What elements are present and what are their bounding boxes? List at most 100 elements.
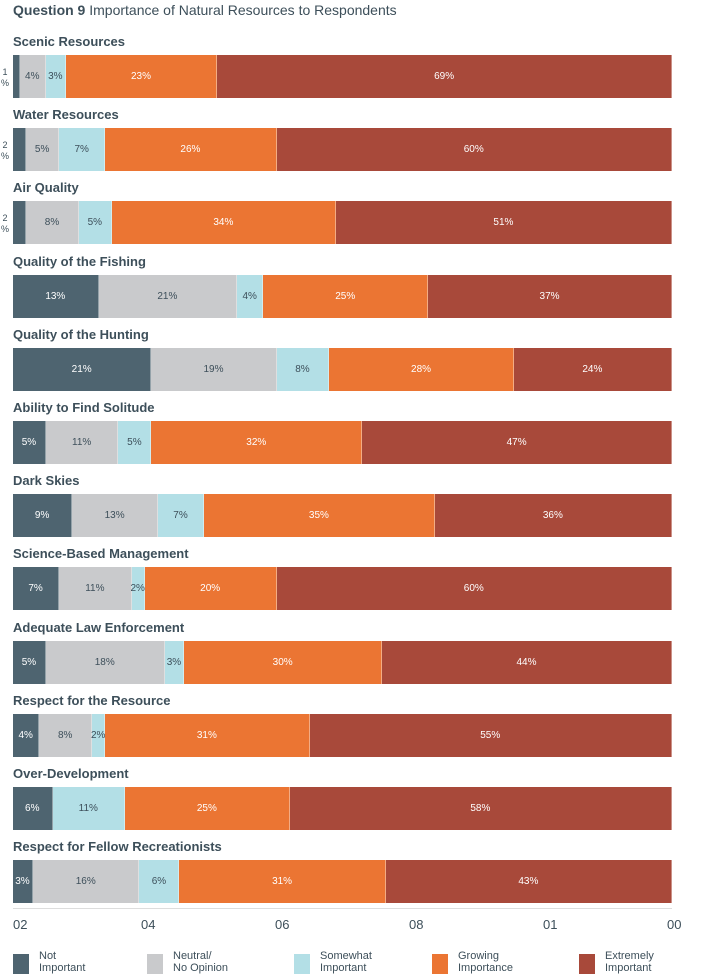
bar-segment: 60% — [276, 128, 672, 172]
category-label: Respect for Fellow Recreationists — [13, 839, 222, 855]
bar-row: 6% 11% 25% 58% — [13, 787, 672, 830]
bar-segment: 30% — [184, 640, 382, 684]
bar-segment: 8% — [39, 713, 93, 757]
bar-row: 8% 5% 34% 51% — [13, 201, 672, 245]
bar-segment: 7% — [13, 567, 60, 611]
bar-segment: 19% — [151, 347, 277, 391]
bar-segment: 7% — [157, 494, 205, 538]
category-label: Science-Based Management — [13, 546, 189, 562]
data-label: 2% — [0, 140, 9, 162]
legend-swatch — [147, 954, 163, 974]
bar-segment: 32% — [151, 421, 363, 464]
bar-segment: 5% — [118, 421, 152, 464]
bar-segment — [13, 201, 27, 245]
legend-item: Extremely Important — [579, 950, 654, 974]
x-tick-label: 02 — [13, 917, 28, 932]
legend-swatch — [432, 954, 448, 974]
bar-segment: 4% — [237, 274, 264, 318]
category-label: Respect for the Resource — [13, 692, 171, 708]
bar-segment: 11% — [59, 567, 132, 611]
bar-segment: 6% — [13, 787, 53, 830]
legend-item: Not Important — [13, 950, 85, 974]
bar-segment: 9% — [13, 494, 73, 538]
chart-title: Question 9 Importance of Natural Resourc… — [13, 2, 397, 18]
x-tick-label: 00 — [667, 917, 682, 932]
legend-swatch — [13, 954, 29, 974]
bar-segment: 60% — [276, 567, 672, 611]
data-label: 2% — [0, 213, 9, 235]
bar-segment: 18% — [45, 640, 165, 684]
bar-row: 5% 11% 5% 32% 47% — [13, 421, 672, 464]
category-label: Dark Skies — [13, 473, 80, 489]
bar-segment: 44% — [382, 640, 672, 684]
legend-label: Somewhat Important — [320, 950, 372, 974]
bar-segment: 47% — [362, 421, 672, 464]
bar-segment — [13, 128, 27, 172]
bar-segment: 55% — [309, 713, 672, 757]
legend-label: Extremely Important — [605, 950, 654, 974]
bar-segment: 21% — [13, 347, 152, 391]
bar-segment: 13% — [72, 494, 158, 538]
bar-segment: 23% — [65, 55, 218, 98]
bar-segment: 25% — [263, 274, 429, 318]
legend-label: Not Important — [39, 950, 86, 974]
bar-segment: 37% — [428, 274, 672, 318]
bar-segment: 16% — [32, 860, 140, 904]
category-label: Scenic Resources — [13, 34, 126, 49]
x-axis-line — [13, 908, 672, 909]
bar-segment: 20% — [144, 567, 277, 611]
category-label: Adequate Law Enforcement — [13, 619, 185, 635]
bar-segment: 3% — [45, 55, 66, 98]
category-label: Over-Development — [13, 766, 129, 781]
bar-segment: 58% — [289, 787, 672, 830]
bar-segment: 6% — [139, 860, 180, 904]
bar-segment: 24% — [513, 347, 672, 391]
category-label: Quality of the Hunting — [13, 326, 149, 342]
bar-segment: 7% — [59, 128, 106, 172]
bar-segment: 5% — [13, 421, 46, 464]
bar-segment: 28% — [329, 347, 514, 391]
legend-item: Growing Importance — [432, 950, 513, 974]
bar-segment: 34% — [111, 201, 336, 245]
bar-segment: 25% — [125, 787, 290, 830]
x-tick-label: 06 — [275, 917, 290, 932]
bar-segment: 11% — [52, 787, 126, 830]
bar-segment: 36% — [434, 494, 672, 538]
bar-segment: 4% — [19, 55, 46, 98]
bar-segment: 4% — [13, 713, 40, 757]
bar-row: 5% 18% 3% 30% 44% — [13, 640, 672, 684]
data-label: 1% — [0, 67, 9, 88]
bar-segment: 5% — [26, 128, 60, 172]
bar-segment: 69% — [217, 55, 672, 98]
bar-segment: 5% — [78, 201, 112, 245]
x-tick-label: 04 — [141, 917, 156, 932]
bar-segment: 3% — [164, 640, 185, 684]
bar-segment: 51% — [335, 201, 672, 245]
bar-segment: 21% — [98, 274, 238, 318]
legend-label: Growing Importance — [458, 950, 514, 974]
bar-segment: 35% — [204, 494, 435, 538]
bar-segment: 3% — [13, 860, 33, 904]
bar-segment: 31% — [105, 713, 310, 757]
bar-row: 7% 11% 2% 20% 60% — [13, 567, 672, 611]
bar-row: 9% 13% 7% 35% 36% — [13, 494, 672, 538]
bar-segment: 2% — [130, 567, 145, 611]
legend-item: Neutral/No Opinion — [147, 950, 228, 974]
bar-segment: 2% — [91, 713, 105, 757]
bar-row: 3% 16% 6% 31% 43% — [13, 860, 672, 904]
legend-swatch — [579, 954, 595, 974]
bar-row: 4% 3% 23% 69% — [13, 55, 672, 98]
bar-segment: 26% — [105, 128, 277, 172]
legend-swatch — [294, 954, 310, 974]
bar-row: 5% 7% 26% 60% — [13, 128, 672, 172]
bar-segment: 8% — [276, 347, 330, 391]
bar-segment: 13% — [13, 274, 99, 318]
x-tick-label: 08 — [409, 917, 424, 932]
category-label: Air Quality — [13, 180, 79, 196]
bar-row: 4% 8% 2% 31% 55% — [13, 713, 672, 757]
bar-segment — [13, 55, 20, 98]
bar-row: 13% 21% 4% 25% 37% — [13, 274, 672, 318]
bar-segment: 43% — [385, 860, 672, 904]
bar-row: 21% 19% 8% 28% 24% — [13, 347, 672, 391]
legend-label: Neutral/No Opinion — [173, 950, 229, 974]
